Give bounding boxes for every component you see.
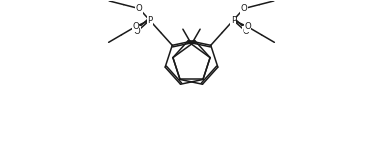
Text: P: P — [147, 16, 152, 25]
Text: O: O — [134, 27, 141, 36]
Text: O: O — [244, 22, 251, 31]
Text: O: O — [241, 4, 247, 13]
Text: P: P — [231, 16, 236, 25]
Text: O: O — [136, 4, 142, 13]
Text: O: O — [242, 27, 249, 36]
Text: O: O — [132, 22, 139, 31]
